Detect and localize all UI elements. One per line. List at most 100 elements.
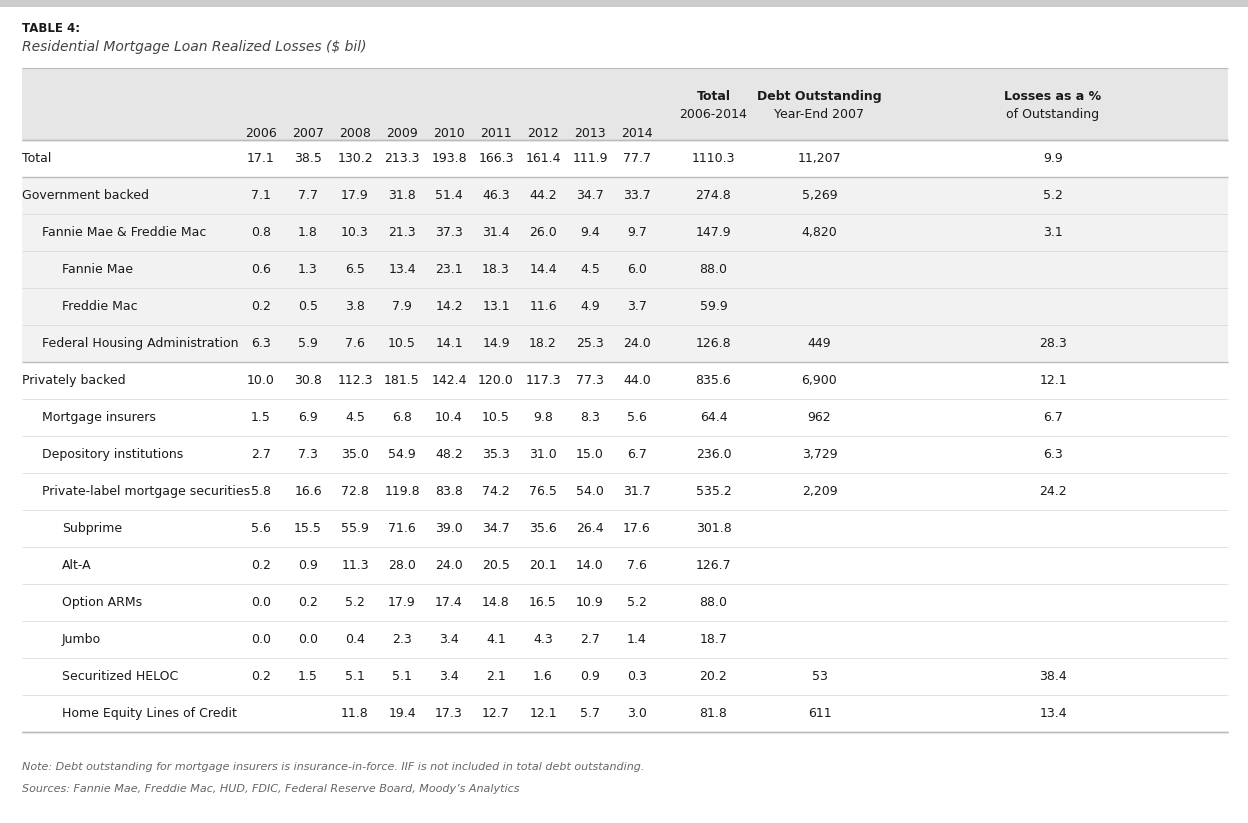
Text: 4.5: 4.5 [344,411,364,424]
Text: Jumbo: Jumbo [62,633,101,646]
Text: 6.8: 6.8 [392,411,412,424]
Text: 449: 449 [807,337,831,350]
Text: 3.4: 3.4 [439,670,459,683]
Text: 51.4: 51.4 [436,189,463,202]
Text: 0.2: 0.2 [251,300,271,313]
Text: 6.3: 6.3 [251,337,271,350]
Text: 35.3: 35.3 [482,448,510,461]
Text: 6,900: 6,900 [801,374,837,387]
Text: 2006: 2006 [245,127,277,140]
Bar [22,584,1228,621]
Text: 71.6: 71.6 [388,522,416,535]
Text: 3.4: 3.4 [439,633,459,646]
Text: 16.5: 16.5 [529,596,557,609]
Text: 6.0: 6.0 [626,263,646,276]
Text: 83.8: 83.8 [436,485,463,498]
Text: 33.7: 33.7 [623,189,651,202]
Text: 611: 611 [807,707,831,720]
Text: 0.9: 0.9 [298,559,318,572]
Text: 0.2: 0.2 [251,670,271,683]
Text: 111.9: 111.9 [573,152,608,165]
Text: 11.8: 11.8 [341,707,369,720]
Bar [22,325,1228,362]
Text: 13.1: 13.1 [482,300,510,313]
Text: 10.9: 10.9 [577,596,604,609]
Text: 5,269: 5,269 [801,189,837,202]
Text: 117.3: 117.3 [525,374,560,387]
Text: 3,729: 3,729 [801,448,837,461]
Text: 10.4: 10.4 [436,411,463,424]
Text: 28.3: 28.3 [1040,337,1067,350]
Text: 64.4: 64.4 [700,411,728,424]
Text: 54.9: 54.9 [388,448,416,461]
Text: 3.7: 3.7 [626,300,646,313]
Text: Mortgage insurers: Mortgage insurers [42,411,156,424]
Text: 3.0: 3.0 [626,707,646,720]
Text: 20.2: 20.2 [700,670,728,683]
Text: 55.9: 55.9 [341,522,369,535]
Text: 10.5: 10.5 [388,337,416,350]
Text: 0.0: 0.0 [251,633,271,646]
Text: TABLE 4:: TABLE 4: [22,22,80,35]
Bar [22,658,1228,695]
Text: 0.3: 0.3 [626,670,646,683]
Text: 835.6: 835.6 [695,374,731,387]
Text: 11,207: 11,207 [797,152,841,165]
Text: 130.2: 130.2 [337,152,373,165]
Text: 38.4: 38.4 [1040,670,1067,683]
Text: 6.9: 6.9 [298,411,318,424]
Text: 17.4: 17.4 [436,596,463,609]
Text: 15.5: 15.5 [295,522,322,535]
Text: 1.3: 1.3 [298,263,318,276]
Text: 5.1: 5.1 [392,670,412,683]
Text: 31.8: 31.8 [388,189,416,202]
Text: 34.7: 34.7 [482,522,510,535]
Bar [22,399,1228,436]
Bar [22,473,1228,510]
Text: 9.7: 9.7 [626,226,646,239]
Text: 5.1: 5.1 [344,670,364,683]
Bar [22,362,1228,399]
Text: 20.1: 20.1 [529,559,557,572]
Bar [22,140,1228,177]
Text: 193.8: 193.8 [432,152,467,165]
Text: 161.4: 161.4 [525,152,560,165]
Bar [22,68,1228,140]
Text: 77.3: 77.3 [577,374,604,387]
Text: 142.4: 142.4 [432,374,467,387]
Text: 17.9: 17.9 [388,596,416,609]
Text: 44.2: 44.2 [529,189,557,202]
Text: Privately backed: Privately backed [22,374,126,387]
Bar [22,436,1228,473]
Text: 1.5: 1.5 [298,670,318,683]
Text: 2009: 2009 [386,127,418,140]
Text: 1110.3: 1110.3 [691,152,735,165]
Text: 147.9: 147.9 [695,226,731,239]
Text: 11.6: 11.6 [529,300,557,313]
Text: 20.5: 20.5 [482,559,510,572]
Bar [22,547,1228,584]
Text: 0.2: 0.2 [251,559,271,572]
Text: 88.0: 88.0 [699,263,728,276]
Text: 7.6: 7.6 [344,337,364,350]
Text: 14.8: 14.8 [482,596,510,609]
Text: 6.3: 6.3 [1043,448,1063,461]
Text: 34.7: 34.7 [577,189,604,202]
Text: 88.0: 88.0 [699,596,728,609]
Text: 74.2: 74.2 [482,485,510,498]
Text: Government backed: Government backed [22,189,149,202]
Text: 6.7: 6.7 [626,448,646,461]
Text: 24.0: 24.0 [623,337,651,350]
Text: 26.0: 26.0 [529,226,557,239]
Text: 166.3: 166.3 [478,152,514,165]
Text: 8.3: 8.3 [580,411,600,424]
Text: 13.4: 13.4 [388,263,416,276]
Text: 119.8: 119.8 [384,485,419,498]
Text: 5.7: 5.7 [580,707,600,720]
Text: 35.6: 35.6 [529,522,557,535]
Text: 2013: 2013 [574,127,605,140]
Text: 10.0: 10.0 [247,374,275,387]
Text: 0.2: 0.2 [298,596,318,609]
Bar [22,621,1228,658]
Text: 15.0: 15.0 [577,448,604,461]
